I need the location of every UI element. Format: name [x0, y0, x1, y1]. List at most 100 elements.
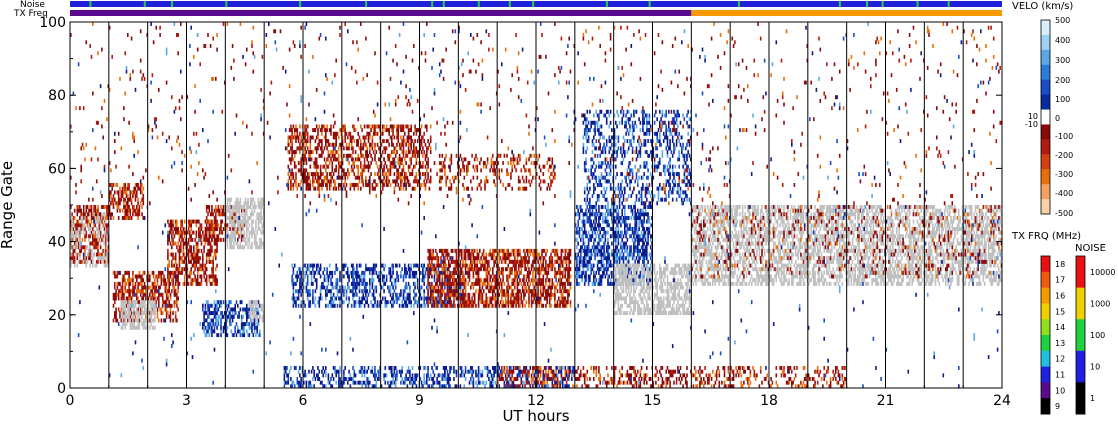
scatter-cell — [237, 205, 239, 209]
scatter-cell — [543, 267, 546, 272]
scatter-cell — [213, 322, 216, 327]
scatter-cell — [177, 248, 179, 253]
scatter-cell — [310, 157, 313, 162]
scatter-cell — [564, 248, 567, 253]
scatter-cell — [217, 212, 220, 217]
scatter-cell — [142, 322, 145, 327]
scatter-cell — [249, 307, 252, 312]
scatter-cell — [426, 179, 428, 184]
scatter-cell — [231, 314, 234, 319]
scatter-cell — [312, 300, 314, 305]
scatter-cell — [132, 190, 134, 195]
scatter-cell — [200, 223, 203, 228]
scatter-cell — [168, 278, 170, 283]
scatter-cell — [405, 186, 407, 191]
scatter-cell — [226, 230, 229, 235]
scatter-cell — [216, 281, 218, 286]
scatter-cell — [143, 307, 146, 312]
scatter-cell — [468, 248, 471, 253]
scatter-cell — [229, 208, 231, 213]
scatter-cell — [296, 135, 299, 140]
scatter-cell — [177, 285, 179, 290]
scatter-cell — [332, 146, 335, 151]
scatter-cell — [314, 270, 317, 275]
scatter-cell — [530, 278, 533, 283]
scatter-cell — [304, 168, 306, 173]
status-bands — [70, 1, 1002, 16]
scatter-cell — [414, 292, 416, 297]
scatter-cell — [98, 212, 101, 217]
scatter-cell — [293, 150, 296, 155]
scatter-cell — [216, 333, 218, 338]
scatter-cell — [436, 274, 438, 279]
scatter-cell — [498, 172, 501, 177]
scatter-cell — [313, 300, 315, 305]
scatter-cell — [375, 270, 378, 275]
scatter-cell — [423, 263, 425, 268]
scatter-cell — [319, 274, 322, 279]
scatter-cell — [138, 303, 141, 308]
scatter-cell — [372, 131, 375, 136]
scatter-cell — [334, 303, 336, 308]
scatter-cell — [97, 208, 99, 213]
scatter-cell — [486, 303, 489, 308]
noise-fleck — [170, 1, 173, 7]
scatter-cell — [506, 274, 508, 279]
scatter-cell — [369, 270, 371, 275]
scatter-cell — [405, 281, 407, 286]
scatter-cell — [129, 325, 132, 330]
scatter-cell — [494, 161, 497, 166]
scatter-cell — [90, 256, 93, 261]
scatter-cell — [507, 256, 510, 261]
scatter-cell — [72, 216, 75, 220]
scatter-cell — [367, 179, 370, 184]
scatter-cell — [301, 157, 304, 162]
scatter-cell — [416, 263, 419, 268]
scatter-cell — [257, 322, 260, 327]
scatter-cell — [172, 274, 174, 279]
scatter-cell — [70, 223, 72, 228]
scatter-cell — [90, 241, 93, 246]
scatter-cell — [191, 219, 194, 224]
scatter-cell — [306, 131, 309, 136]
scatter-cell — [127, 208, 129, 213]
scatter-cell — [86, 212, 89, 217]
scatter-cell — [195, 278, 198, 283]
scatter-cell — [554, 300, 556, 305]
scatter-cell — [95, 234, 98, 239]
scatter-cell — [198, 219, 200, 224]
scatter-cell — [323, 285, 326, 290]
scatter-cell — [240, 212, 243, 217]
scatter-cell — [224, 223, 226, 228]
scatter-cell — [169, 252, 172, 257]
scatter-cell — [244, 311, 247, 316]
scatter-cell — [520, 292, 523, 297]
scatter-cell — [376, 274, 379, 279]
scatter-cell — [444, 164, 446, 169]
scatter-cell — [335, 131, 337, 136]
scatter-cell — [501, 259, 503, 264]
scatter-cell — [510, 300, 512, 305]
scatter-cell — [479, 248, 481, 253]
scatter-cell — [205, 208, 208, 213]
scatter-cell — [493, 248, 495, 253]
scatter-cell — [436, 252, 438, 257]
scatter-cell — [102, 237, 104, 242]
scatter-cell — [85, 256, 88, 261]
scatter-cell — [396, 175, 398, 180]
scatter-cell — [435, 281, 437, 286]
scatter-cell — [392, 303, 394, 308]
scatter-cell — [492, 267, 494, 272]
scatter-cell — [177, 296, 179, 301]
scatter-cell — [492, 292, 494, 297]
scatter-cell — [521, 256, 524, 261]
scatter-cell — [209, 234, 212, 239]
scatter-cell — [341, 285, 344, 290]
scatter-cell — [458, 285, 460, 290]
scatter-cell — [138, 318, 141, 323]
scatter-cell — [152, 325, 155, 330]
scatter-cell — [479, 292, 481, 297]
scatter-cell — [301, 153, 304, 158]
scatter-cell — [251, 325, 253, 330]
scatter-cell — [300, 135, 302, 140]
